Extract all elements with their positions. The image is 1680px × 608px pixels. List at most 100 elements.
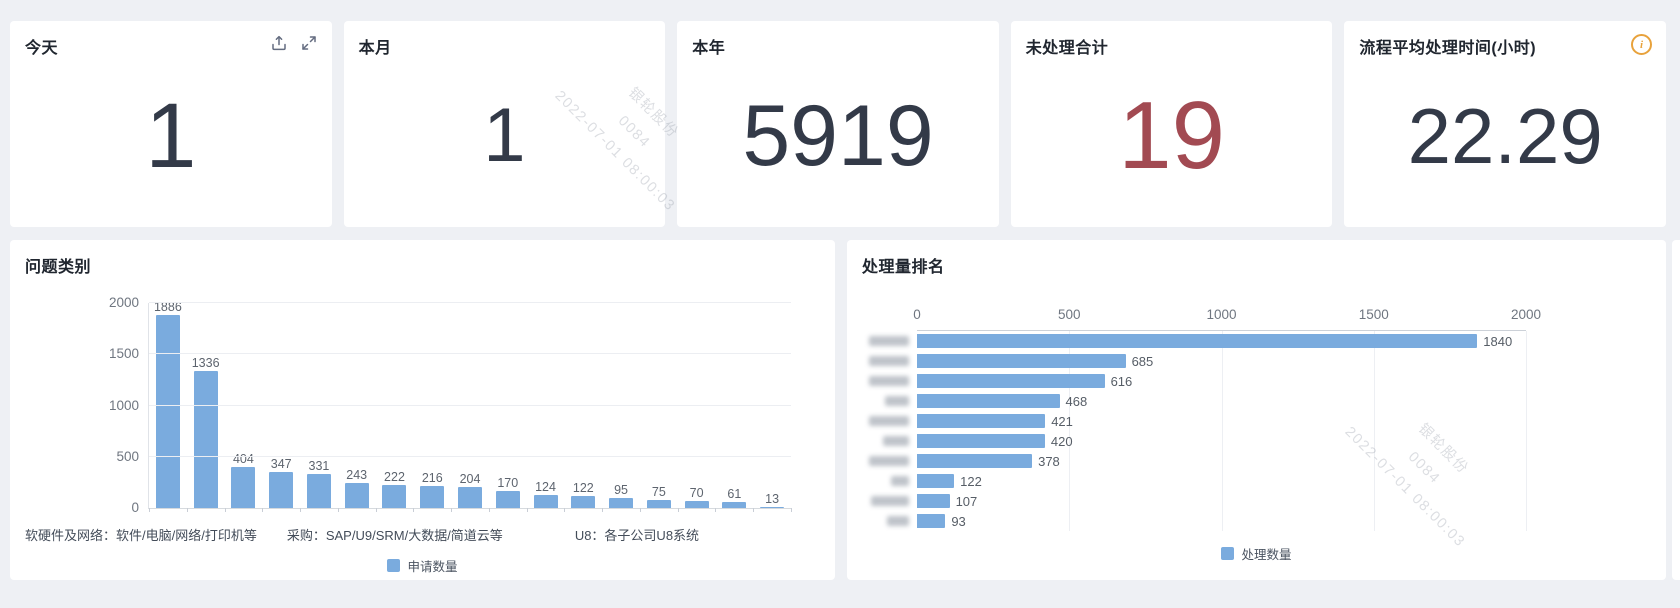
bar[interactable]	[344, 483, 369, 508]
bar[interactable]	[231, 466, 256, 508]
legend-processing-count[interactable]: 处理数量	[847, 544, 1666, 563]
ranking-row: 685	[869, 351, 1526, 371]
bar[interactable]	[420, 485, 445, 508]
bar[interactable]	[917, 394, 1060, 408]
bar[interactable]	[571, 495, 596, 508]
share-icon[interactable]	[270, 34, 288, 52]
stat-card-avg-process-time: 流程平均处理时间(小时) i 22.29	[1344, 21, 1666, 227]
bar-value-label: 1886	[153, 299, 182, 314]
bar-value-label: 122	[960, 473, 982, 489]
bar[interactable]	[306, 474, 331, 508]
gridline	[1373, 331, 1375, 531]
stat-value: 22.29	[1407, 91, 1603, 180]
bar[interactable]	[382, 485, 407, 508]
gridline	[149, 455, 791, 457]
stat-card-this-year: 本年 5919	[677, 21, 999, 227]
stat-value: 19	[1118, 81, 1225, 189]
legend-application-count[interactable]: 申请数量	[10, 556, 835, 575]
legend-label: 处理数量	[1241, 548, 1292, 562]
legend-swatch	[387, 559, 401, 572]
bar[interactable]	[495, 490, 520, 508]
axis-tick-label: 2000	[108, 295, 139, 310]
bar[interactable]	[269, 472, 294, 508]
bar-slot: 70	[678, 303, 716, 508]
axis-tick-label: 1000	[1206, 307, 1237, 322]
bar-slot: 243	[338, 303, 376, 508]
bar-value-label: 420	[1050, 433, 1073, 449]
axis-tick-mark	[262, 508, 264, 512]
bar[interactable]	[609, 498, 634, 508]
stat-card-title: 本年	[692, 40, 726, 57]
blurred-category-label	[859, 516, 909, 526]
bar[interactable]	[917, 474, 955, 488]
note-segment: 采购：SAP/U9/SRM/大数据/简道云等	[286, 528, 503, 543]
bar-slot: 61	[715, 303, 753, 508]
axis-tick-label: 2000	[1510, 307, 1542, 322]
charts-row: 问题类别 1886 1336 404 347 331 243 222 216 204 170 124…	[10, 240, 1666, 580]
stat-value: 1	[145, 84, 197, 187]
bar[interactable]	[917, 334, 1478, 348]
blurred-category-label	[859, 476, 909, 486]
bar-value-label: 122	[572, 480, 594, 495]
ranking-row: 93	[887, 511, 1526, 531]
gridline	[1069, 331, 1071, 531]
bar[interactable]	[533, 495, 558, 508]
blurred-category-label	[859, 356, 909, 366]
blurred-text-blob	[869, 336, 909, 346]
axis-tick-label: 500	[116, 448, 139, 464]
blurred-text-blob	[891, 476, 909, 486]
axis-tick-mark	[337, 508, 339, 512]
legend-label: 申请数量	[407, 560, 458, 574]
note-segment: 软硬件及网络：软件/电脑/网络/打印机等	[25, 528, 257, 543]
axis-tick-mark	[224, 508, 226, 512]
bar[interactable]	[917, 354, 1126, 368]
fullscreen-icon[interactable]	[300, 34, 318, 52]
gridline	[149, 302, 791, 303]
axis-tick-mark	[149, 508, 150, 512]
bar[interactable]	[917, 414, 1046, 428]
axis-tick-mark	[413, 508, 415, 512]
bar-value-label: 222	[384, 470, 405, 485]
gridline	[149, 353, 791, 355]
bar-value-label: 243	[346, 468, 368, 483]
bar-value-label: 170	[497, 475, 519, 490]
category-abbreviation-note: 软硬件及网络：软件/电脑/网络/打印机等 采购：SAP/U9/SRM/大数据/简道…	[25, 525, 825, 544]
bar-slot: 170	[489, 303, 527, 508]
bar-value-label: 1840	[1483, 333, 1513, 349]
bar[interactable]	[917, 374, 1105, 388]
ranking-row: 378	[869, 451, 1526, 471]
axis-tick-mark	[526, 508, 528, 512]
bar[interactable]	[193, 371, 218, 508]
bar-slot: 95	[602, 303, 640, 508]
axis-tick-mark	[715, 508, 717, 512]
bar-slot: 122	[564, 303, 602, 508]
bar-value-label: 421	[1051, 413, 1073, 429]
axis-tick-label: 1500	[1358, 307, 1389, 322]
ranking-row: 420	[883, 431, 1526, 451]
bar[interactable]	[917, 454, 1033, 468]
axis-tick-label: 1500	[108, 346, 139, 362]
info-icon[interactable]: i	[1631, 34, 1652, 55]
bar-value-label: 204	[459, 472, 481, 487]
bar[interactable]	[684, 500, 709, 508]
bar[interactable]	[646, 500, 671, 508]
bar[interactable]	[760, 506, 785, 508]
stat-card-title: 流程平均处理时间(小时)	[1359, 40, 1537, 57]
clipped-neighbor-card-edge	[1672, 240, 1680, 580]
bar[interactable]	[722, 501, 747, 508]
bar-value-label: 70	[689, 485, 704, 500]
processing-ranking-chart-card: 处理量排名 0 500 1000 1500 2000 1840 685 616 468 421 42…	[847, 240, 1666, 580]
processing-ranking-plot-area: 0 500 1000 1500 2000 1840 685 616 468 421 420 378 12…	[869, 307, 1541, 531]
bar[interactable]	[155, 314, 180, 508]
bar[interactable]	[917, 434, 1045, 448]
stat-value: 1	[483, 92, 526, 178]
bar[interactable]	[917, 514, 946, 528]
bar[interactable]	[917, 494, 950, 508]
blurred-category-label	[859, 456, 909, 466]
ranking-row: 468	[885, 391, 1526, 411]
axis-tick-mark	[375, 508, 377, 512]
bar[interactable]	[458, 487, 482, 508]
axis-tick-mark	[488, 508, 490, 512]
bar-slot: 204	[451, 303, 489, 508]
